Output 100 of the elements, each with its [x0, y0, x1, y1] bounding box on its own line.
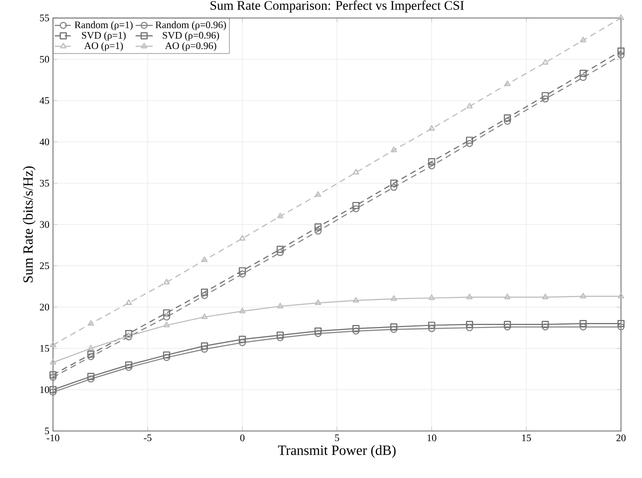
legend-label: Random (ρ=0.96): [156, 21, 226, 30]
point: [580, 323, 587, 330]
legend-label: SVD (ρ=1): [82, 32, 126, 41]
point: [466, 140, 474, 148]
point: [200, 288, 208, 296]
point: [88, 344, 94, 350]
point: [200, 292, 208, 300]
point: [352, 327, 360, 335]
point: [87, 350, 94, 358]
point: [163, 278, 170, 284]
point: [277, 212, 284, 218]
legend-label: SVD (ρ=0.96): [162, 32, 219, 41]
point: [238, 336, 246, 343]
point: [126, 299, 132, 306]
y-tick-label: 55: [40, 14, 50, 22]
legend-label: Random (ρ=1): [74, 21, 133, 30]
point: [580, 320, 587, 328]
point: [390, 326, 398, 333]
x-tick-label: 10: [428, 434, 436, 442]
point: [542, 92, 549, 100]
point: [125, 364, 132, 371]
y-tick-label: 15: [40, 345, 50, 352]
point: [314, 330, 322, 338]
point: [277, 302, 284, 308]
point: [466, 324, 474, 332]
y-tick-label: 25: [40, 262, 50, 270]
point: [314, 191, 322, 197]
point: [428, 322, 436, 329]
point: [238, 267, 246, 274]
point: [504, 323, 511, 330]
point: [87, 353, 94, 360]
legend-label: AO (ρ=0.96): [165, 42, 216, 52]
point: [580, 70, 587, 77]
point: [542, 294, 548, 300]
point: [125, 361, 132, 368]
point: [49, 386, 57, 394]
point: [504, 114, 511, 122]
point: [87, 372, 94, 380]
y-tick-label: 30: [40, 221, 50, 228]
point: [163, 354, 170, 362]
point: [201, 313, 208, 320]
point: [542, 95, 549, 102]
x-tick-label: 5: [335, 434, 340, 442]
point: [276, 246, 284, 253]
point: [618, 14, 624, 20]
x-axis-title: Transmit Power (dB): [278, 445, 396, 458]
point: [466, 136, 474, 144]
point: [200, 342, 208, 350]
point: [49, 371, 57, 378]
point: [428, 294, 435, 300]
y-tick-label: 20: [40, 304, 50, 310]
point: [580, 36, 586, 42]
point: [352, 202, 360, 210]
point: [466, 294, 473, 300]
point: [239, 308, 246, 314]
point: [428, 162, 436, 170]
point: [390, 184, 398, 191]
y-tick-label: 10: [40, 386, 50, 394]
point: [542, 320, 549, 328]
point: [352, 325, 360, 332]
point: [617, 47, 625, 55]
y-tick-label: 40: [40, 138, 50, 146]
point: [466, 102, 473, 108]
point: [314, 228, 322, 235]
point: [49, 374, 57, 381]
y-tick-label: 50: [40, 56, 50, 63]
x-tick-label: 20: [616, 434, 626, 442]
point: [542, 59, 548, 65]
point: [352, 168, 360, 175]
point: [238, 270, 246, 278]
x-tick-label: 15: [522, 434, 531, 442]
point: [125, 330, 132, 338]
point: [580, 292, 586, 298]
point: [200, 346, 208, 353]
point: [276, 334, 284, 342]
legend-label: AO (ρ=1): [84, 42, 123, 52]
point: [238, 339, 246, 346]
y-tick-label: 5: [45, 428, 50, 434]
y-tick-label: 45: [40, 97, 50, 104]
chart-title: Sum Rate Comparison: Perfect vs Imperfect CSI: [210, 0, 464, 12]
point: [617, 320, 625, 328]
point: [50, 342, 56, 348]
point: [428, 158, 436, 166]
point: [580, 74, 587, 82]
point: [201, 256, 208, 262]
point: [163, 322, 170, 328]
point: [390, 146, 397, 152]
point: [390, 295, 397, 301]
y-tick-label: 35: [40, 180, 50, 187]
x-tick-label: 0: [240, 434, 244, 442]
point: [504, 80, 511, 86]
point: [466, 320, 474, 328]
point: [428, 325, 436, 332]
x-tick-label: -5: [144, 434, 152, 442]
y-axis-title: Sum Rate (bits/s/Hz): [22, 166, 36, 282]
point: [542, 323, 549, 330]
point: [504, 294, 511, 300]
point: [163, 313, 170, 321]
point: [390, 180, 398, 187]
point: [504, 320, 511, 328]
